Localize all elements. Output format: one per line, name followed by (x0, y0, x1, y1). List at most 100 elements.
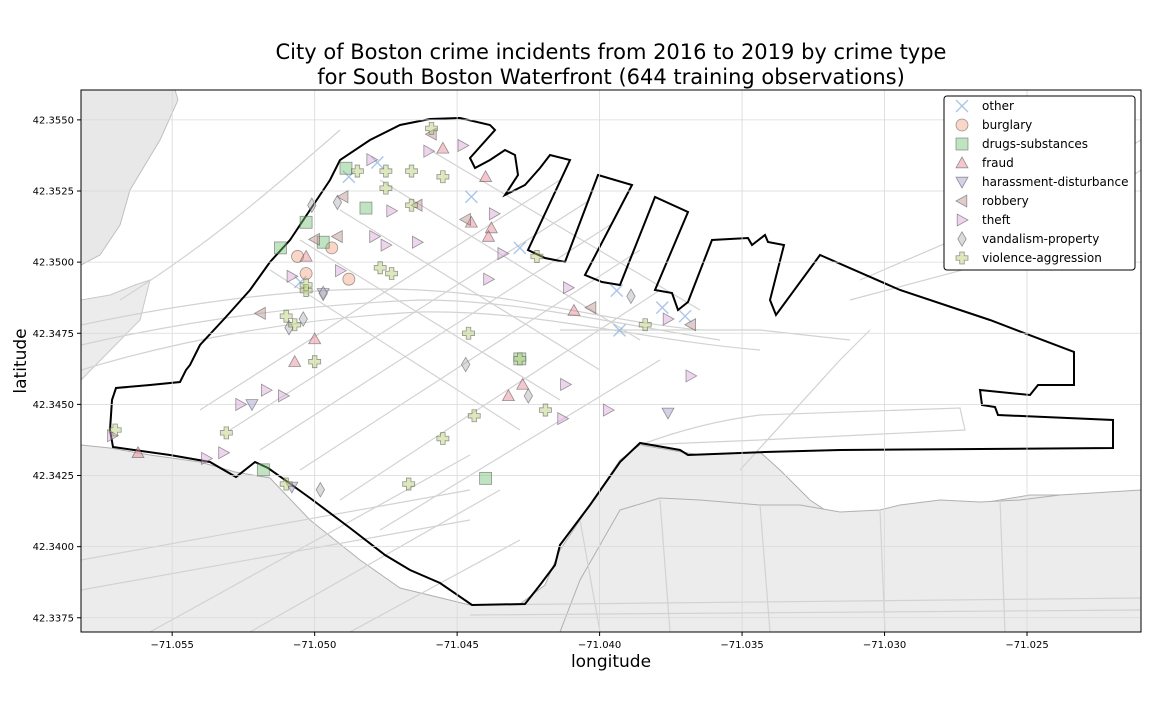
point-violence-aggression (638, 318, 652, 332)
legend-marker-drugs-substances (955, 137, 969, 151)
point-drugs-substances (339, 161, 353, 175)
point-theft (563, 281, 576, 295)
point-violence-aggression (436, 432, 450, 445)
point-vandalism-property (332, 194, 343, 211)
point-vandalism-property (284, 319, 294, 336)
legend-marker-harassment-disturbance (955, 176, 969, 189)
x-tick-label: −71.035 (720, 640, 763, 651)
point-drugs-substances (479, 471, 493, 485)
y-tick-label: 42.3525 (33, 187, 74, 198)
point-violence-aggression (373, 261, 387, 275)
legend-marker-robbery (955, 194, 968, 208)
point-violence-aggression (513, 352, 527, 366)
point-robbery (336, 190, 349, 204)
point-burglary (342, 272, 356, 286)
point-theft (412, 235, 425, 249)
point-robbery (330, 229, 343, 244)
point-other (610, 284, 624, 298)
point-fraud (501, 389, 516, 402)
y-axis-ticks: 42.3375 42.3400 42.3425 42.3450 42.3475 42.35… (33, 115, 81, 624)
point-drugs-substances (299, 215, 313, 229)
legend-marker-theft (956, 213, 969, 227)
y-tick-label: 42.3400 (33, 542, 74, 553)
point-harassment-disturbance (245, 399, 259, 412)
legend-label: other (982, 99, 1014, 113)
legend: other burglary drugs-substances fraud harass… (943, 95, 1136, 271)
point-fraud (567, 303, 581, 316)
point-violence-aggression (402, 477, 416, 491)
chart-title: City of Boston crime incidents from 2016… (0, 40, 1152, 90)
point-theft (685, 369, 698, 383)
point-fraud (307, 332, 322, 345)
point-violence-aggression (462, 326, 475, 340)
x-tick-label: −71.030 (863, 640, 906, 651)
chart-title-line-2: for South Boston Waterfront (644 trainin… (317, 65, 905, 89)
y-tick-label: 42.3425 (33, 471, 74, 482)
point-violence-aggression (405, 198, 418, 212)
point-violence-aggression (530, 250, 544, 263)
point-theft (557, 411, 570, 426)
point-theft (335, 263, 348, 278)
point-other (513, 241, 527, 255)
y-tick-label: 42.3500 (33, 258, 74, 269)
point-fraud (515, 377, 530, 390)
legend-marker-burglary (955, 118, 969, 132)
land-west-upper (81, 90, 179, 266)
point-violence-aggression (425, 122, 438, 135)
point-vandalism-property (318, 285, 328, 302)
point-theft (662, 312, 675, 326)
point-other (342, 170, 356, 184)
point-harassment-disturbance (661, 407, 675, 420)
legend-label: burglary (982, 118, 1032, 132)
point-other (613, 323, 627, 337)
legend-label: violence-aggression (982, 251, 1102, 265)
point-vandalism-property (298, 311, 308, 328)
point-violence-aggression (279, 477, 293, 491)
x-tick-label: −71.050 (293, 640, 336, 651)
point-drugs-substances (316, 235, 330, 249)
point-theft (423, 144, 436, 158)
point-violence-aggression (467, 409, 481, 423)
point-vandalism-property (315, 481, 326, 498)
point-other (678, 309, 692, 323)
point-robbery (683, 318, 696, 332)
point-violence-aggression (436, 170, 450, 184)
point-violence-aggression (385, 267, 398, 280)
legend-label: vandalism-property (982, 232, 1099, 246)
legend-label: harassment-disturbance (982, 175, 1128, 189)
point-theft (488, 207, 501, 221)
neighbourhood-boundary (108, 116, 1114, 607)
basemap (81, 90, 1141, 632)
point-violence-aggression (539, 403, 552, 417)
point-violence-aggression (379, 181, 393, 195)
point-theft (483, 272, 496, 286)
point-other (464, 190, 478, 204)
point-theft (602, 403, 615, 417)
legend-label: robbery (982, 194, 1029, 208)
legend-marker-violence-aggression (955, 251, 969, 265)
point-theft (286, 269, 299, 284)
x-tick-label: −71.025 (1005, 640, 1048, 651)
point-theft (560, 377, 573, 392)
legend-label: drugs-substances (982, 137, 1088, 151)
data-points (107, 122, 698, 498)
point-other (370, 156, 384, 170)
point-vandalism-property (626, 288, 636, 305)
y-tick-label: 42.3475 (33, 329, 74, 340)
point-robbery (410, 198, 423, 212)
y-tick-label: 42.3550 (33, 115, 74, 126)
point-theft (366, 153, 379, 167)
legend-marker-other (955, 99, 969, 113)
point-violence-aggression (108, 423, 122, 437)
point-fraud (478, 169, 493, 182)
legend-marker-fraud (955, 156, 969, 169)
point-other (655, 301, 669, 315)
point-violence-aggression (219, 426, 233, 440)
point-robbery (307, 232, 320, 247)
point-violence-aggression (405, 164, 418, 178)
point-robbery (253, 306, 266, 321)
point-violence-aggression (350, 164, 364, 178)
legend-label: theft (982, 213, 1011, 227)
point-vandalism-property (523, 387, 534, 404)
